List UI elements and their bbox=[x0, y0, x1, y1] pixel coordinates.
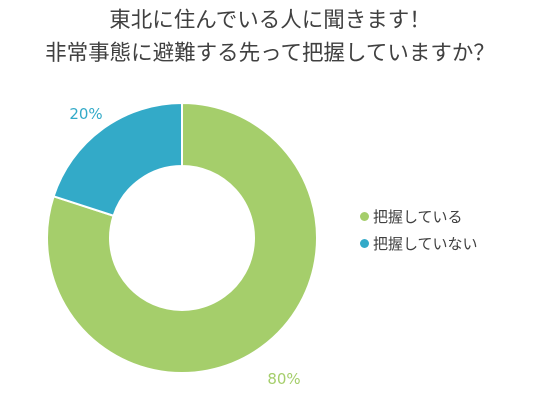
legend-label-unaware: 把握していない bbox=[373, 235, 478, 253]
legend-item-aware: 把握している bbox=[360, 203, 478, 230]
slice-unaware bbox=[52, 101, 183, 218]
legend-swatch-unaware bbox=[360, 239, 369, 248]
data-label-aware: 80% bbox=[267, 370, 300, 388]
chart-legend: 把握している 把握していない bbox=[360, 203, 478, 257]
legend-item-unaware: 把握していない bbox=[360, 230, 478, 257]
chart-title-line-2: 非常事態に避難する先って把握していますか？ bbox=[45, 41, 495, 66]
slice-aware bbox=[46, 101, 318, 374]
data-label-unaware: 20% bbox=[69, 105, 102, 123]
donut-slices bbox=[46, 101, 318, 374]
legend-swatch-aware bbox=[360, 212, 369, 221]
legend-label-aware: 把握している bbox=[373, 208, 463, 226]
chart-title-line-1: 東北に住んでいる人に聞きます！ bbox=[109, 8, 431, 33]
chart-title: 東北に住んでいる人に聞きます！ 非常事態に避難する先って把握していますか？ bbox=[0, 4, 540, 70]
donut-data-labels: 80% 20% bbox=[69, 105, 300, 388]
